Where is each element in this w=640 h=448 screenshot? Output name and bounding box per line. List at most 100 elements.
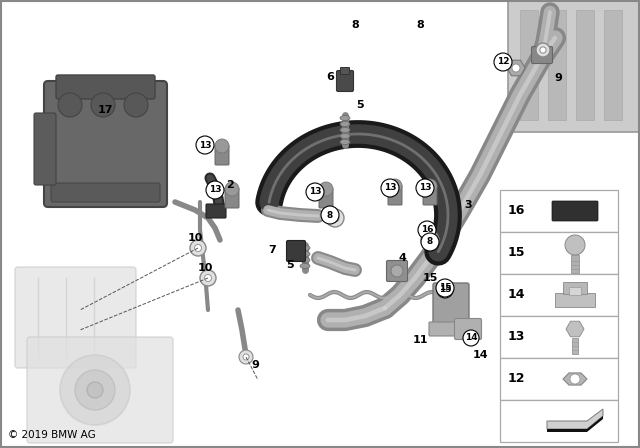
FancyBboxPatch shape [15, 267, 136, 368]
Text: © 2019 BMW AG: © 2019 BMW AG [8, 430, 96, 440]
Circle shape [205, 275, 211, 281]
Polygon shape [547, 416, 603, 432]
Bar [520, 10, 538, 120]
Circle shape [388, 179, 402, 193]
Text: 2: 2 [226, 180, 234, 190]
Ellipse shape [300, 258, 310, 263]
Circle shape [565, 235, 585, 255]
Text: 14: 14 [465, 333, 477, 343]
Circle shape [243, 354, 249, 360]
Text: 8: 8 [427, 237, 433, 246]
Ellipse shape [340, 139, 350, 145]
Circle shape [437, 282, 453, 298]
Bar [500, 400, 618, 442]
Circle shape [215, 139, 229, 153]
Polygon shape [563, 373, 587, 385]
Text: 9: 9 [251, 360, 259, 370]
Circle shape [206, 181, 224, 199]
Circle shape [124, 93, 148, 117]
Circle shape [321, 206, 339, 224]
Text: 11: 11 [412, 335, 428, 345]
FancyBboxPatch shape [319, 188, 333, 208]
Circle shape [60, 355, 130, 425]
FancyBboxPatch shape [552, 201, 598, 221]
Circle shape [494, 53, 512, 71]
Text: 15: 15 [422, 273, 438, 283]
Circle shape [421, 233, 439, 251]
Bar [500, 232, 618, 274]
FancyBboxPatch shape [508, 0, 640, 132]
Text: 10: 10 [188, 233, 203, 243]
Polygon shape [566, 321, 584, 337]
Text: 5: 5 [286, 260, 294, 270]
FancyBboxPatch shape [423, 185, 437, 205]
FancyBboxPatch shape [340, 68, 349, 74]
Circle shape [306, 183, 324, 201]
Circle shape [570, 374, 580, 384]
Text: 12: 12 [497, 57, 509, 66]
Bar [500, 274, 618, 316]
Text: 16: 16 [508, 204, 525, 217]
Ellipse shape [300, 263, 310, 268]
FancyBboxPatch shape [454, 319, 481, 340]
Circle shape [416, 179, 434, 197]
Bar [548, 10, 566, 120]
Circle shape [436, 279, 454, 297]
Text: 13: 13 [308, 188, 321, 197]
Text: 6: 6 [326, 72, 334, 82]
FancyBboxPatch shape [27, 337, 173, 443]
Text: 13: 13 [419, 184, 431, 193]
Text: 8: 8 [327, 211, 333, 220]
Text: 14: 14 [472, 350, 488, 360]
Circle shape [391, 265, 403, 277]
FancyBboxPatch shape [225, 188, 239, 208]
Text: 15: 15 [439, 285, 451, 294]
Text: 15: 15 [439, 284, 451, 293]
Circle shape [540, 47, 546, 53]
Text: 13: 13 [209, 185, 221, 194]
Circle shape [200, 270, 216, 286]
Circle shape [421, 231, 439, 249]
Circle shape [196, 136, 214, 154]
Text: 13: 13 [508, 331, 525, 344]
FancyBboxPatch shape [51, 183, 160, 202]
Ellipse shape [340, 116, 350, 121]
Circle shape [75, 370, 115, 410]
FancyBboxPatch shape [531, 47, 552, 64]
Circle shape [426, 236, 434, 244]
Text: 7: 7 [268, 245, 276, 255]
FancyBboxPatch shape [429, 322, 473, 336]
Circle shape [512, 64, 520, 72]
FancyBboxPatch shape [337, 70, 353, 91]
FancyBboxPatch shape [433, 283, 469, 332]
FancyBboxPatch shape [388, 185, 402, 205]
Circle shape [195, 245, 202, 251]
Circle shape [463, 330, 479, 346]
Text: 5: 5 [356, 100, 364, 110]
Bar [576, 10, 594, 120]
Text: 4: 4 [398, 253, 406, 263]
Circle shape [239, 350, 253, 364]
Text: 14: 14 [508, 289, 525, 302]
Text: 1: 1 [566, 253, 574, 263]
FancyBboxPatch shape [206, 204, 226, 218]
Ellipse shape [300, 251, 310, 257]
Circle shape [190, 240, 206, 256]
Text: 9: 9 [554, 73, 562, 83]
Circle shape [418, 221, 436, 239]
Text: 15: 15 [508, 246, 525, 259]
Text: 8: 8 [416, 20, 424, 30]
Circle shape [319, 182, 333, 196]
Text: 10: 10 [197, 263, 212, 273]
Circle shape [536, 43, 550, 57]
FancyBboxPatch shape [34, 113, 56, 185]
Bar [555, 293, 595, 307]
Text: 13: 13 [384, 184, 396, 193]
Circle shape [91, 93, 115, 117]
Bar [500, 190, 618, 232]
Bar [604, 10, 622, 120]
Text: 17: 17 [97, 105, 113, 115]
Circle shape [225, 182, 239, 196]
Bar [569, 287, 581, 295]
Bar [500, 358, 618, 400]
